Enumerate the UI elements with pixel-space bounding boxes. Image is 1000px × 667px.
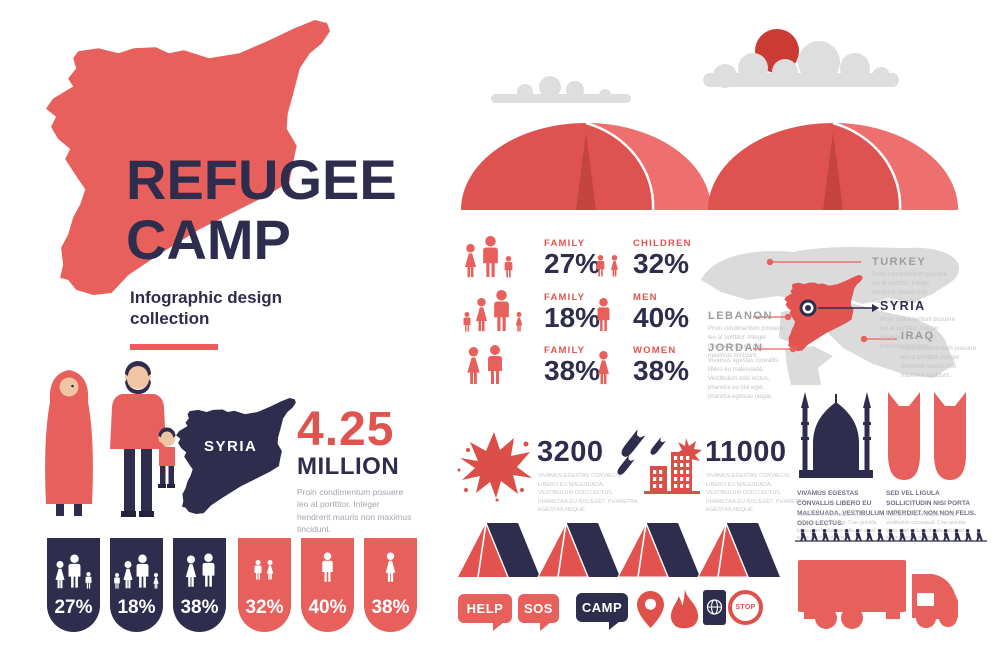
- banner-family-27: 27%: [47, 538, 100, 632]
- casualty-value: 11000: [705, 436, 787, 468]
- couple-icon: [173, 552, 226, 588]
- demo-label: MEN: [633, 292, 658, 303]
- cloud-icon: [703, 41, 899, 88]
- landmark-caption: SED VEL LIGULA SOLLICITUDIN NISI PORTA I…: [886, 490, 976, 518]
- demographic-family-27: FAMILY 27%: [462, 232, 600, 278]
- demo-label: FAMILY: [544, 345, 586, 356]
- passport-icon: [703, 590, 726, 625]
- target-icon: [799, 299, 817, 317]
- demo-value: 27%: [544, 248, 601, 279]
- fire-icon: [670, 589, 699, 629]
- demo-label: FAMILY: [544, 292, 586, 303]
- banner-value: 18%: [117, 597, 156, 618]
- demo-value: 40%: [633, 302, 690, 333]
- banner-family-18: 18%: [110, 538, 163, 632]
- cloud-small-icon: [491, 76, 631, 103]
- demographic-children-32: CHILDREN 32%: [592, 232, 692, 278]
- banner-value: 32%: [245, 597, 284, 618]
- tent-icon: [697, 521, 780, 578]
- man-icon: [592, 298, 633, 332]
- children-icon: [238, 560, 291, 580]
- syria-map-label: SYRIA: [204, 438, 258, 455]
- syria-map-dark: [176, 398, 296, 514]
- map-label-lebanon: LEBANON Proin condimentum posuere leo at…: [708, 310, 784, 359]
- demo-value: 38%: [633, 355, 690, 386]
- casualty-description: Vivamus egestas convallis libero eu male…: [538, 473, 638, 514]
- title-line-2: CAMP: [126, 208, 291, 271]
- refugees-walking-line: [795, 529, 987, 542]
- children-icon: [592, 255, 633, 278]
- demo-value: 38%: [544, 355, 601, 386]
- map-label-turkey: TURKEY Proin condimentum posuere leo at …: [872, 256, 948, 305]
- sos-badge: SOS: [518, 594, 559, 631]
- bombs-icon: [888, 392, 966, 480]
- location-pin-icon: [637, 591, 664, 628]
- demo-value: 32%: [633, 248, 690, 279]
- camp-badge: CAMP: [576, 593, 628, 630]
- casualty-value: 3200: [537, 436, 604, 468]
- tent-icon: [537, 521, 620, 578]
- walker-icons: [800, 529, 983, 541]
- title-line-1: REFUGEE: [126, 148, 397, 211]
- banner-children-32: 32%: [238, 538, 291, 632]
- banner-men-40: 40%: [301, 538, 354, 632]
- dome-tent-icon: [461, 121, 711, 211]
- page-subtitle: Infographic design collection: [130, 288, 283, 328]
- jordan-shape: [785, 346, 833, 385]
- demo-label: FAMILY: [544, 238, 586, 249]
- banner-value: 38%: [180, 597, 219, 618]
- bombing-icon: [615, 429, 702, 494]
- truck-icon: [798, 560, 958, 629]
- displaced-stat: 4.25 MILLION Proin condimentum posuere l…: [297, 406, 427, 535]
- page-title: REFUGEE CAMP: [126, 150, 397, 270]
- camp-scene: [461, 29, 958, 211]
- landmark-caption: VIVAMUS EGESTAS CONVALLIS LIBERO EU MALE…: [797, 490, 885, 528]
- tent-icon: [617, 521, 700, 578]
- demo-label: CHILDREN: [633, 238, 692, 249]
- demographic-men-40: MEN 40%: [592, 286, 689, 332]
- demo-label: WOMEN: [633, 345, 677, 356]
- family-four-icon: [462, 288, 544, 332]
- banner-value: 38%: [371, 597, 410, 618]
- woman-icon: [364, 552, 417, 583]
- refugee-family-illustration: [45, 361, 176, 517]
- map-label-syria: SYRIA Proin condimentum posuere leo at p…: [880, 299, 956, 350]
- stat-description: Proin condimentum posuere leo at porttit…: [297, 487, 412, 534]
- woman-icon: [592, 351, 633, 385]
- banner-value: 40%: [308, 597, 347, 618]
- family-three-icon: [47, 552, 100, 589]
- casualty-description: Vivamus egestas convallis libero eu male…: [706, 473, 806, 514]
- family-four-icon: [110, 552, 163, 589]
- map-callouts: [753, 258, 897, 353]
- couple-icon: [462, 343, 544, 385]
- mosque-icon: [799, 392, 873, 478]
- demographic-family-38: FAMILY 38%: [462, 339, 600, 385]
- demographic-women-38: WOMEN 38%: [592, 339, 689, 385]
- family-three-icon: [462, 234, 544, 278]
- stat-unit: MILLION: [297, 453, 400, 480]
- demo-value: 18%: [544, 302, 601, 333]
- man-icon: [301, 552, 354, 583]
- stop-sign-icon: STOP: [728, 590, 763, 625]
- banner-women-38: 38%: [364, 538, 417, 632]
- tent-row: [458, 521, 780, 578]
- help-badge: HELP: [458, 594, 512, 631]
- map-label-jordan: JORDAN Vivamus egestas convallis libero …: [708, 342, 779, 400]
- banner-value: 27%: [54, 597, 93, 618]
- demographic-family-18: FAMILY 18%: [462, 286, 600, 332]
- dome-tent-icon: [708, 121, 958, 211]
- tent-icon: [458, 522, 540, 578]
- region-map: [701, 247, 960, 385]
- title-divider: [130, 344, 218, 350]
- iraq-shape: [818, 302, 955, 378]
- explosion-icon: [457, 432, 532, 502]
- turkey-shape: [701, 247, 960, 304]
- banner-couple-38: 38%: [173, 538, 226, 632]
- map-label-iraq: IRAQ Proin condimentum posuere leo at po…: [901, 330, 977, 379]
- stat-value: 4.25: [297, 403, 395, 456]
